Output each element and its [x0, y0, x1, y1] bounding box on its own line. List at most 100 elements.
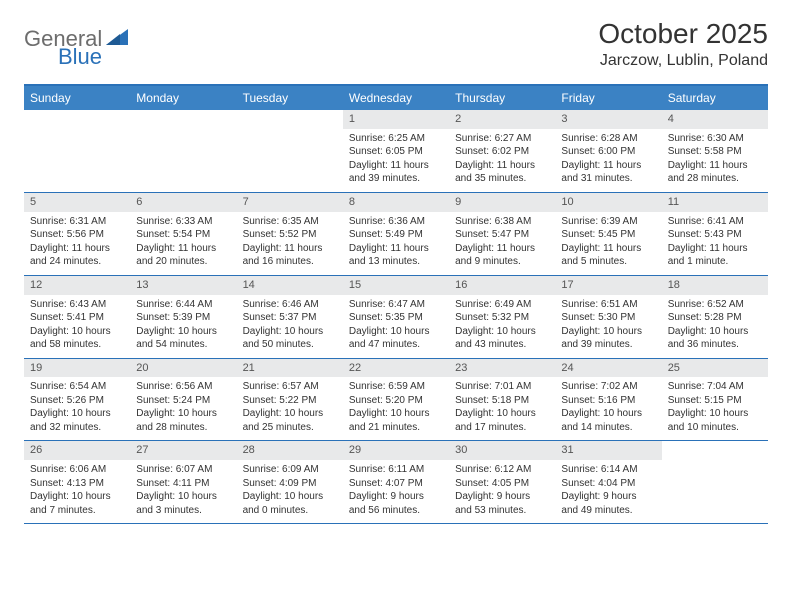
day-body: Sunrise: 6:33 AMSunset: 5:54 PMDaylight:…: [130, 212, 236, 275]
sunset-text: Sunset: 5:56 PM: [30, 228, 124, 242]
day-body: Sunrise: 6:44 AMSunset: 5:39 PMDaylight:…: [130, 295, 236, 358]
title-block: October 2025 Jarczow, Lublin, Poland: [598, 18, 768, 70]
sunset-text: Sunset: 5:24 PM: [136, 394, 230, 408]
sunrise-text: Sunrise: 6:36 AM: [349, 215, 443, 229]
sunrise-text: Sunrise: 6:35 AM: [243, 215, 337, 229]
sunset-text: Sunset: 4:07 PM: [349, 477, 443, 491]
daylight-text: Daylight: 10 hours and 50 minutes.: [243, 325, 337, 352]
sunset-text: Sunset: 5:37 PM: [243, 311, 337, 325]
day-cell: 27Sunrise: 6:07 AMSunset: 4:11 PMDayligh…: [130, 441, 236, 523]
weekday-header: Monday: [130, 86, 236, 110]
day-cell: 2Sunrise: 6:27 AMSunset: 6:02 PMDaylight…: [449, 110, 555, 192]
sunrise-text: Sunrise: 6:06 AM: [30, 463, 124, 477]
sunrise-text: Sunrise: 6:52 AM: [668, 298, 762, 312]
day-number: 25: [662, 359, 768, 378]
day-cell: 9Sunrise: 6:38 AMSunset: 5:47 PMDaylight…: [449, 193, 555, 275]
sunrise-text: Sunrise: 6:51 AM: [561, 298, 655, 312]
day-cell: [24, 110, 130, 192]
sunset-text: Sunset: 5:22 PM: [243, 394, 337, 408]
sunrise-text: Sunrise: 6:59 AM: [349, 380, 443, 394]
day-number: [130, 110, 236, 114]
day-cell: 11 Sunrise: 6:41 AMSunset: 5:43 PMDayligh…: [662, 193, 768, 275]
day-number: 27: [130, 441, 236, 460]
sunrise-text: Sunrise: 6:57 AM: [243, 380, 337, 394]
day-cell: 20Sunrise: 6:56 AMSunset: 5:24 PMDayligh…: [130, 359, 236, 441]
day-number: 2: [449, 110, 555, 129]
day-number: 11: [662, 193, 768, 212]
day-number: 28: [237, 441, 343, 460]
sunrise-text: Sunrise: 6:54 AM: [30, 380, 124, 394]
day-cell: 16Sunrise: 6:49 AMSunset: 5:32 PMDayligh…: [449, 276, 555, 358]
sunset-text: Sunset: 5:20 PM: [349, 394, 443, 408]
sunset-text: Sunset: 5:54 PM: [136, 228, 230, 242]
day-body: Sunrise: 6:28 AMSunset: 6:00 PMDaylight:…: [555, 129, 661, 192]
sunset-text: Sunset: 4:09 PM: [243, 477, 337, 491]
sunrise-text: Sunrise: 7:02 AM: [561, 380, 655, 394]
day-body: Sunrise: 7:04 AMSunset: 5:15 PMDaylight:…: [662, 377, 768, 440]
daylight-text: Daylight: 9 hours and 49 minutes.: [561, 490, 655, 517]
day-body: Sunrise: 6:31 AMSunset: 5:56 PMDaylight:…: [24, 212, 130, 275]
day-number: 22: [343, 359, 449, 378]
daylight-text: Daylight: 10 hours and 54 minutes.: [136, 325, 230, 352]
daylight-text: Daylight: 11 hours and 1 minute.: [668, 242, 762, 269]
day-body: Sunrise: 7:01 AMSunset: 5:18 PMDaylight:…: [449, 377, 555, 440]
day-number: 3: [555, 110, 661, 129]
week-row: 1Sunrise: 6:25 AMSunset: 6:05 PMDaylight…: [24, 110, 768, 193]
day-body: Sunrise: 6:07 AMSunset: 4:11 PMDaylight:…: [130, 460, 236, 523]
day-cell: 6Sunrise: 6:33 AMSunset: 5:54 PMDaylight…: [130, 193, 236, 275]
day-number: [662, 441, 768, 445]
sunset-text: Sunset: 6:05 PM: [349, 145, 443, 159]
weekday-header: Wednesday: [343, 86, 449, 110]
daylight-text: Daylight: 10 hours and 28 minutes.: [136, 407, 230, 434]
day-cell: [130, 110, 236, 192]
daylight-text: Daylight: 11 hours and 28 minutes.: [668, 159, 762, 186]
sunrise-text: Sunrise: 6:47 AM: [349, 298, 443, 312]
sunset-text: Sunset: 6:00 PM: [561, 145, 655, 159]
day-number: [237, 110, 343, 114]
day-body: Sunrise: 6:43 AMSunset: 5:41 PMDaylight:…: [24, 295, 130, 358]
daylight-text: Daylight: 11 hours and 13 minutes.: [349, 242, 443, 269]
sunset-text: Sunset: 5:18 PM: [455, 394, 549, 408]
day-number: 29: [343, 441, 449, 460]
daylight-text: Daylight: 10 hours and 36 minutes.: [668, 325, 762, 352]
day-body: Sunrise: 6:57 AMSunset: 5:22 PMDaylight:…: [237, 377, 343, 440]
day-number: 8: [343, 193, 449, 212]
day-body: Sunrise: 6:47 AMSunset: 5:35 PMDaylight:…: [343, 295, 449, 358]
day-body: Sunrise: 6:35 AMSunset: 5:52 PMDaylight:…: [237, 212, 343, 275]
sunrise-text: Sunrise: 6:41 AM: [668, 215, 762, 229]
day-body: Sunrise: 6:11 AMSunset: 4:07 PMDaylight:…: [343, 460, 449, 523]
sunset-text: Sunset: 5:30 PM: [561, 311, 655, 325]
day-body: Sunrise: 6:59 AMSunset: 5:20 PMDaylight:…: [343, 377, 449, 440]
day-body: Sunrise: 6:51 AMSunset: 5:30 PMDaylight:…: [555, 295, 661, 358]
day-cell: 18Sunrise: 6:52 AMSunset: 5:28 PMDayligh…: [662, 276, 768, 358]
day-body: Sunrise: 6:39 AMSunset: 5:45 PMDaylight:…: [555, 212, 661, 275]
sunset-text: Sunset: 4:04 PM: [561, 477, 655, 491]
day-cell: 10Sunrise: 6:39 AMSunset: 5:45 PMDayligh…: [555, 193, 661, 275]
logo-blue-wrap: Blue: [58, 44, 102, 70]
sunrise-text: Sunrise: 6:11 AM: [349, 463, 443, 477]
sunrise-text: Sunrise: 6:38 AM: [455, 215, 549, 229]
day-body: Sunrise: 6:52 AMSunset: 5:28 PMDaylight:…: [662, 295, 768, 358]
day-cell: 22Sunrise: 6:59 AMSunset: 5:20 PMDayligh…: [343, 359, 449, 441]
sunset-text: Sunset: 5:45 PM: [561, 228, 655, 242]
daylight-text: Daylight: 10 hours and 7 minutes.: [30, 490, 124, 517]
day-body: Sunrise: 6:46 AMSunset: 5:37 PMDaylight:…: [237, 295, 343, 358]
weekday-header-row: Sunday Monday Tuesday Wednesday Thursday…: [24, 86, 768, 110]
day-body: Sunrise: 6:12 AMSunset: 4:05 PMDaylight:…: [449, 460, 555, 523]
day-cell: 7Sunrise: 6:35 AMSunset: 5:52 PMDaylight…: [237, 193, 343, 275]
sunset-text: Sunset: 5:43 PM: [668, 228, 762, 242]
week-row: 26Sunrise: 6:06 AMSunset: 4:13 PMDayligh…: [24, 441, 768, 524]
sunrise-text: Sunrise: 6:09 AM: [243, 463, 337, 477]
daylight-text: Daylight: 11 hours and 9 minutes.: [455, 242, 549, 269]
sunset-text: Sunset: 5:52 PM: [243, 228, 337, 242]
day-cell: [662, 441, 768, 523]
day-cell: 1Sunrise: 6:25 AMSunset: 6:05 PMDaylight…: [343, 110, 449, 192]
header: General October 2025 Jarczow, Lublin, Po…: [24, 18, 768, 70]
day-number: 15: [343, 276, 449, 295]
sunset-text: Sunset: 5:28 PM: [668, 311, 762, 325]
sunset-text: Sunset: 5:39 PM: [136, 311, 230, 325]
day-body: Sunrise: 6:56 AMSunset: 5:24 PMDaylight:…: [130, 377, 236, 440]
day-body: Sunrise: 6:49 AMSunset: 5:32 PMDaylight:…: [449, 295, 555, 358]
weekday-header: Thursday: [449, 86, 555, 110]
sunrise-text: Sunrise: 6:46 AM: [243, 298, 337, 312]
